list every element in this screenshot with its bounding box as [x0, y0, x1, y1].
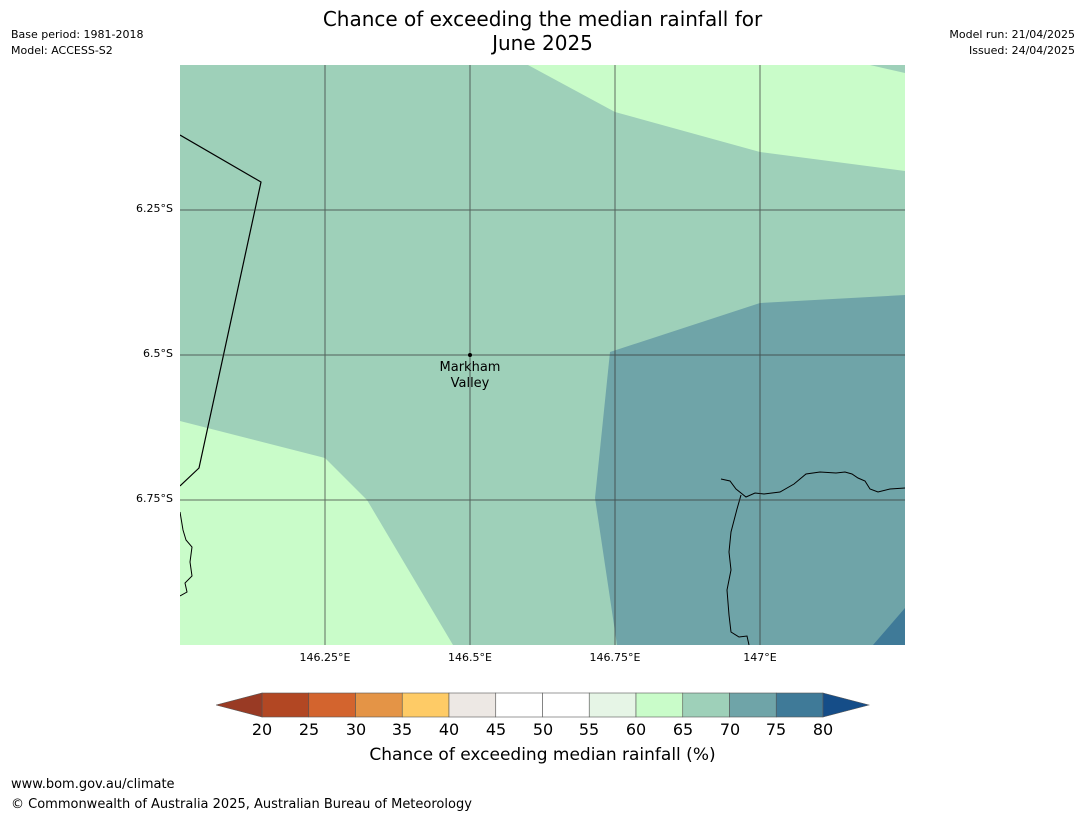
region-60-65-southwest	[180, 421, 453, 645]
base-period-text: Base period: 1981-2018	[11, 28, 144, 41]
colorbar-bin-50-55	[542, 692, 590, 718]
colorbar-tick-75: 75	[765, 720, 787, 739]
colorbar-tick-60: 60	[625, 720, 647, 739]
colorbar-tick-20: 20	[251, 720, 273, 739]
footer: www.bom.gov.au/climate © Commonwealth of…	[11, 775, 472, 815]
colorbar-tick-65: 65	[672, 720, 694, 739]
river	[726, 494, 750, 645]
colorbar-tick-30: 30	[345, 720, 367, 739]
region-70-75	[595, 295, 905, 645]
meta-right: Model run: 21/04/2025 Issued: 24/04/2025	[949, 27, 1075, 59]
colorbar-tick-55: 55	[578, 720, 600, 739]
model-run-text: Model run: 21/04/2025	[949, 28, 1075, 41]
town-label: Markham Valley	[420, 360, 520, 392]
colorbar-tick-35: 35	[391, 720, 413, 739]
coastline-west	[180, 511, 193, 597]
colorbar-bin-35-40	[401, 692, 450, 718]
colorbar-bin-45-50	[495, 692, 543, 718]
colorbar-under-arrow	[216, 692, 263, 718]
colorbar-bin-75-80	[775, 692, 824, 718]
region-60-65-north	[528, 65, 905, 171]
colorbar-bin-60-65	[635, 692, 684, 718]
colorbar-tick-70: 70	[719, 720, 741, 739]
title-line-2: June 2025	[492, 31, 593, 55]
coastline-east	[720, 471, 905, 498]
colorbar-tick-40: 40	[438, 720, 460, 739]
lat-tick-6-25: 6.25°S	[136, 202, 173, 215]
lat-tick-6-75: 6.75°S	[136, 492, 173, 505]
lon-tick-146-75: 146.75°E	[589, 651, 641, 664]
lat-tick-6-5: 6.5°S	[143, 347, 173, 360]
footer-url: www.bom.gov.au/climate	[11, 777, 175, 792]
colorbar-bin-65-70	[682, 692, 730, 718]
colorbar-tick-80: 80	[812, 720, 834, 739]
meta-left: Base period: 1981-2018 Model: ACCESS-S2	[11, 27, 143, 59]
colorbar-bin-70-75	[729, 692, 777, 718]
title-line-1: Chance of exceeding the median rainfall …	[322, 7, 763, 31]
colorbar-bin-55-60	[588, 692, 637, 718]
town-label-line-1: Markham	[439, 360, 501, 375]
lon-tick-146-25: 146.25°E	[299, 651, 351, 664]
colorbar	[216, 692, 870, 718]
town-label-line-2: Valley	[450, 376, 490, 391]
issued-text: Issued: 24/04/2025	[968, 44, 1075, 57]
rainfall-map	[180, 65, 905, 645]
colorbar-bin-20-25	[261, 692, 310, 718]
province-boundary	[180, 134, 262, 487]
colorbar-bin-40-45	[448, 692, 497, 718]
map-title: Chance of exceeding the median rainfall …	[0, 7, 1085, 55]
colorbar-tick-25: 25	[298, 720, 320, 739]
colorbar-bin-25-30	[308, 692, 356, 718]
region-75-80	[873, 608, 905, 645]
colorbar-bin-30-35	[355, 692, 403, 718]
town-marker	[468, 353, 472, 357]
colorbar-tick-45: 45	[485, 720, 507, 739]
colorbar-label: Chance of exceeding median rainfall (%)	[369, 745, 716, 765]
lon-tick-147: 147°E	[743, 651, 777, 664]
model-text: Model: ACCESS-S2	[11, 44, 113, 57]
colorbar-over-arrow	[822, 692, 870, 718]
lon-tick-146-5: 146.5°E	[448, 651, 492, 664]
footer-copyright: © Commonwealth of Australia 2025, Austra…	[11, 797, 472, 812]
colorbar-tick-50: 50	[532, 720, 554, 739]
